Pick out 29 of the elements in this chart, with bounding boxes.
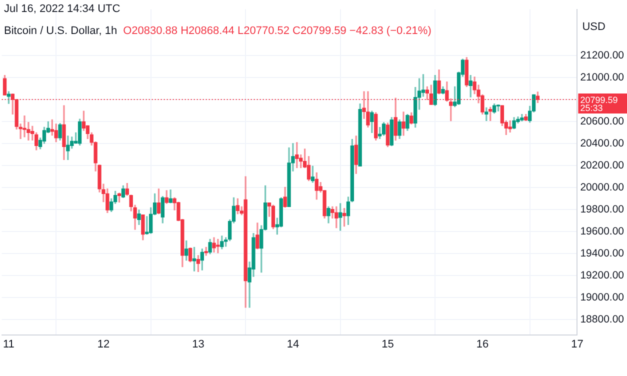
x-tick-label: 17 — [571, 338, 584, 350]
y-tick-label: 20400.00 — [580, 137, 624, 150]
candlestick — [216, 238, 220, 254]
y-tick-label: 19000.00 — [580, 291, 624, 304]
y-tick-label: 19200.00 — [580, 269, 624, 282]
annotation: O20830.88 H20868.44 L20770.52 C20799.59 −42.83 (−0.21%) — [123, 25, 432, 37]
candlestick — [22, 116, 26, 138]
ref-line-label: 20799.59 — [580, 95, 618, 105]
text: Bitcoin / U.S. Dollar, 1h — [4, 25, 118, 37]
y-tick-label: 20200.00 — [580, 159, 624, 172]
y-tick-label: 19400.00 — [580, 247, 624, 260]
x-tick-label: 14 — [286, 338, 300, 350]
y-tick-label: 21200.00 — [580, 49, 624, 62]
x-tick-label: 12 — [97, 338, 110, 350]
candlestick — [26, 122, 30, 140]
y-tick-label: 20600.00 — [580, 115, 624, 128]
y-axis-title: USD — [582, 21, 606, 34]
annotation: Jul 16, 2022 14:34 UTC — [4, 3, 120, 15]
y-tick-label: 20000.00 — [580, 181, 624, 194]
x-tick-label: 16 — [476, 338, 489, 350]
x-tick-label: 13 — [192, 338, 204, 350]
y-tick-label: 18800.00 — [580, 313, 624, 326]
x-tick-label: 15 — [382, 338, 394, 350]
y-tick-label: 19600.00 — [580, 225, 624, 238]
text: 25:33 — [580, 103, 603, 113]
x-tick-label: 11 — [3, 338, 14, 350]
y-tick-label: 19800.00 — [580, 203, 624, 216]
candlestick — [18, 124, 22, 139]
y-tick-label: 21000.00 — [580, 71, 624, 84]
